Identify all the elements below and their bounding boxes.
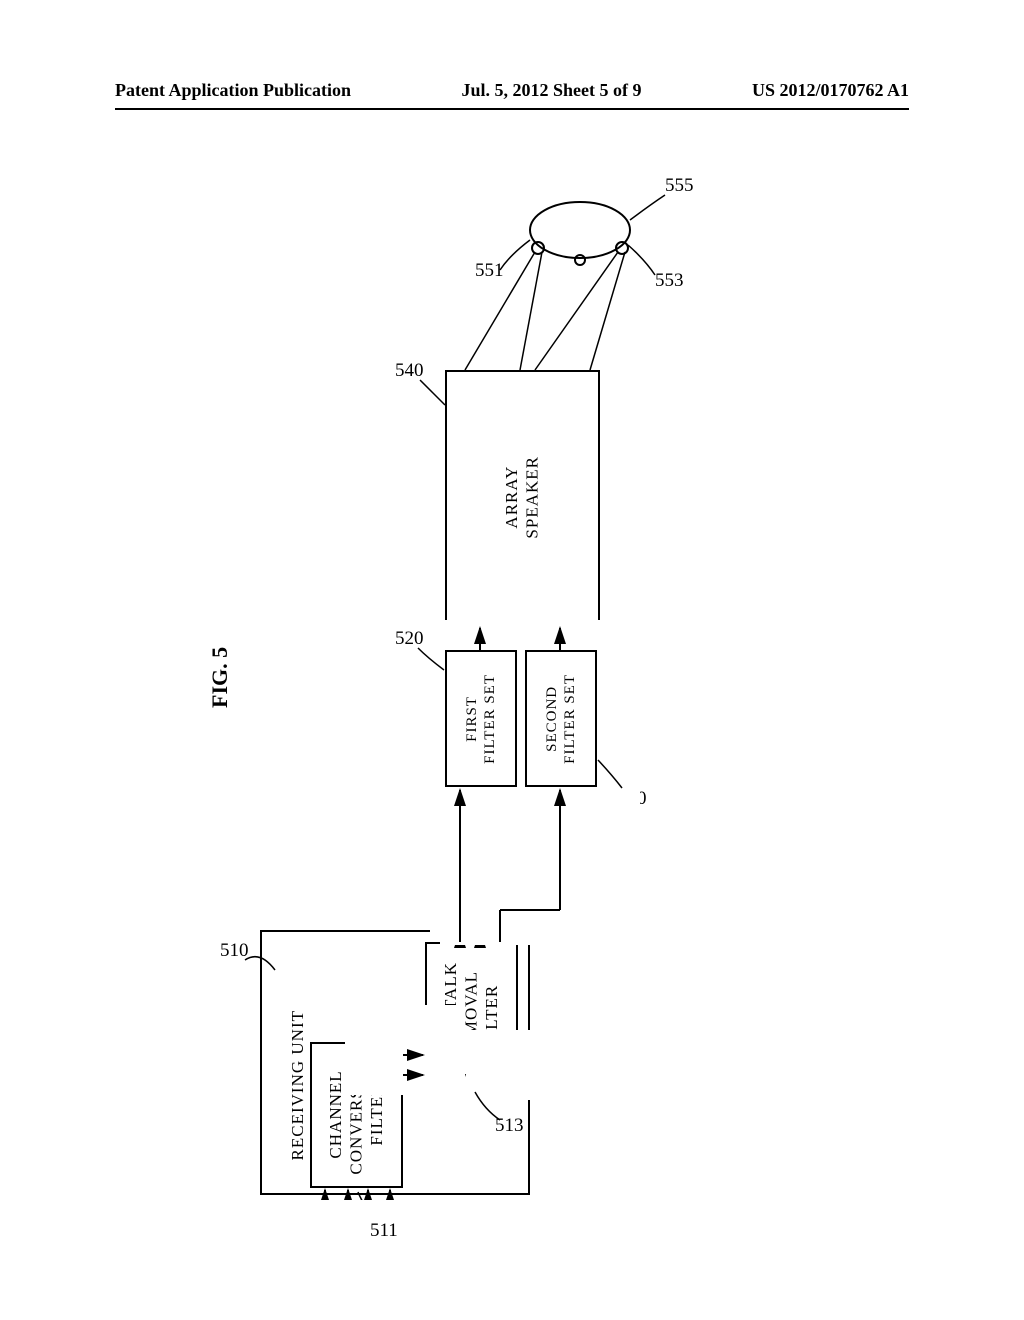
block-diagram: RECEIVING UNIT CHANNEL CONVERSION FILTER… bbox=[100, 160, 880, 1200]
page-header: Patent Application Publication Jul. 5, 2… bbox=[0, 80, 1024, 101]
header-divider bbox=[115, 108, 909, 110]
ref-511: 511 bbox=[370, 1220, 398, 1242]
header-left: Patent Application Publication bbox=[115, 80, 351, 101]
header-center: Jul. 5, 2012 Sheet 5 of 9 bbox=[462, 80, 642, 101]
second-filter-block-2: SECOND FILTER SET bbox=[525, 650, 597, 787]
first-filter-block-2: FIRST FILTER SET bbox=[445, 650, 517, 787]
header-right: US 2012/0170762 A1 bbox=[752, 80, 909, 101]
